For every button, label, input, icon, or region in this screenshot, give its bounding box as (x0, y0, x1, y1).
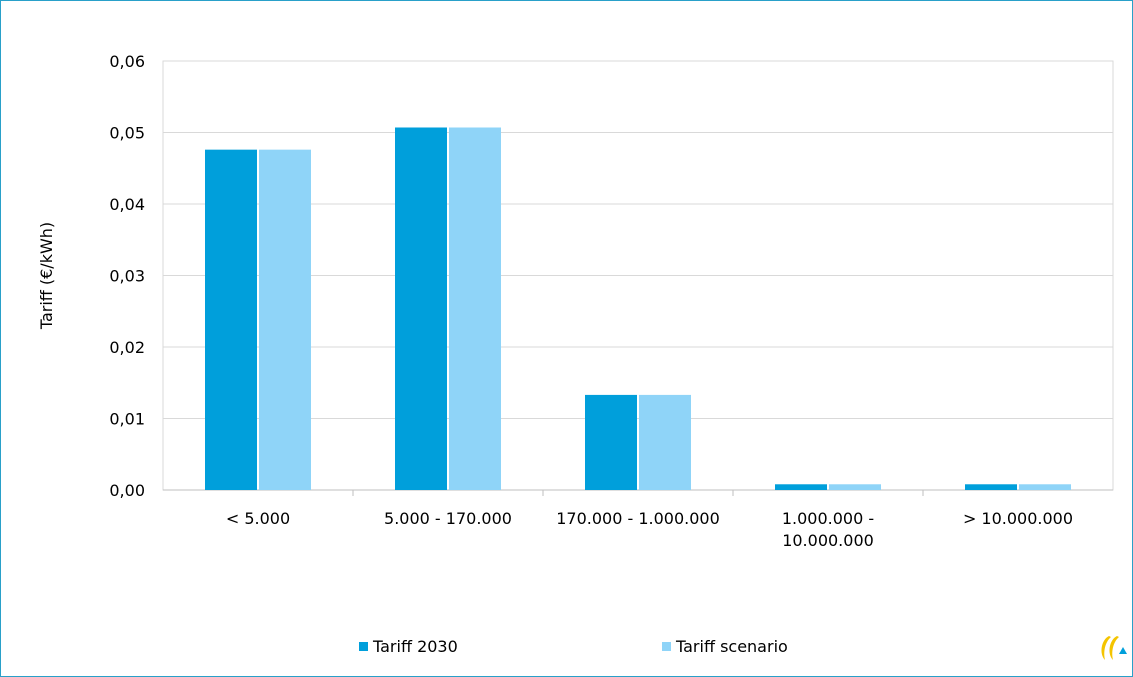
bar-tariff-2030-2 (585, 394, 637, 490)
bar-tariff-2030-4 (965, 484, 1017, 490)
y-tick-label: 0,02 (109, 338, 145, 357)
legend-item-tariff-2030: Tariff 2030 (359, 637, 458, 656)
y-tick-label: 0,04 (109, 195, 145, 214)
bar-tariff-2030-0 (205, 149, 257, 490)
bar-tariff-scenario-0 (259, 149, 311, 490)
bar-tariff-2030-3 (775, 484, 827, 490)
y-tick-label: 0,01 (109, 410, 145, 429)
x-tick-label: 5.000 - 170.000 (384, 509, 512, 528)
x-tick-label: 170.000 - 1.000.000 (556, 509, 720, 528)
x-tick-label: > 10.000.000 (963, 509, 1073, 528)
bar-tariff-scenario-3 (829, 484, 881, 490)
x-tick-label: 1.000.000 -10.000.000 (782, 509, 874, 550)
legend: Tariff 2030 Tariff scenario (0, 637, 1133, 661)
y-axis-label: Tariff (€/kWh) (37, 222, 56, 330)
bar-tariff-2030-1 (395, 127, 447, 491)
x-tick-label: < 5.000 (226, 509, 290, 528)
y-tick-label: 0,03 (109, 267, 145, 286)
y-tick-label: 0,00 (109, 481, 145, 500)
legend-swatch-tariff-2030 (359, 642, 368, 651)
y-tick-label: 0,06 (109, 52, 145, 71)
bar-tariff-scenario-2 (639, 394, 691, 490)
legend-item-tariff-scenario: Tariff scenario (662, 637, 788, 656)
legend-label-tariff-2030: Tariff 2030 (373, 637, 458, 656)
y-tick-label: 0,05 (109, 124, 145, 143)
company-logo-icon (1101, 636, 1127, 660)
legend-label-tariff-scenario: Tariff scenario (676, 637, 788, 656)
bar-tariff-scenario-1 (449, 127, 501, 491)
bar-tariff-scenario-4 (1019, 484, 1071, 490)
legend-swatch-tariff-scenario (662, 642, 671, 651)
